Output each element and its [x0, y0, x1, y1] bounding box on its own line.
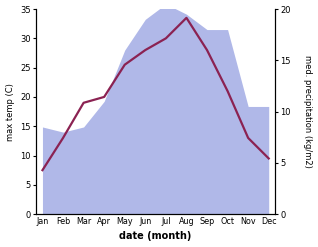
Y-axis label: max temp (C): max temp (C) [5, 83, 15, 141]
Y-axis label: med. precipitation (kg/m2): med. precipitation (kg/m2) [303, 55, 313, 168]
X-axis label: date (month): date (month) [119, 231, 192, 242]
